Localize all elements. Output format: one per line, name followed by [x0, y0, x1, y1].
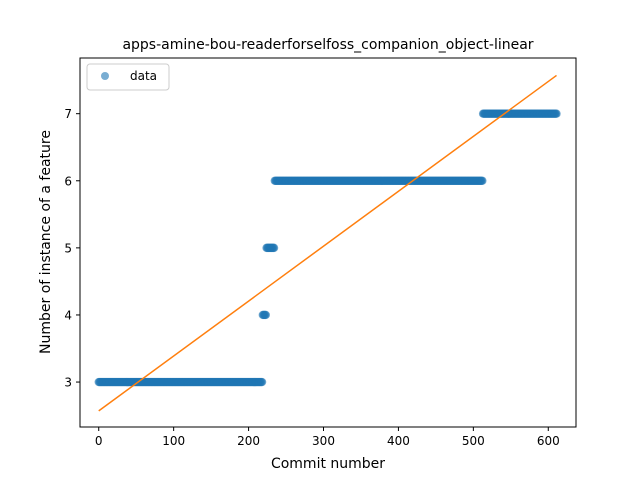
x-axis: 0 100 200 300 400 500 600 — [95, 427, 560, 448]
legend-marker — [101, 72, 109, 80]
x-tick-label: 0 — [95, 434, 103, 448]
y-tick-label: 3 — [64, 376, 72, 390]
y-axis: 3 4 5 6 7 — [64, 107, 80, 390]
x-tick-label: 500 — [462, 434, 485, 448]
chart-title: apps-amine-bou-readerforselfoss_companio… — [122, 37, 533, 53]
y-axis-title: Number of instance of a feature — [38, 130, 54, 354]
y-tick-label: 5 — [64, 241, 72, 255]
y-tick-label: 6 — [64, 174, 72, 188]
x-tick-label: 100 — [162, 434, 185, 448]
data-point — [261, 310, 271, 320]
x-tick-label: 300 — [312, 434, 335, 448]
plot-area-frame — [79, 57, 577, 428]
x-axis-title: Commit number — [271, 456, 385, 472]
data-point — [478, 176, 487, 185]
fit-line — [98, 74, 557, 412]
fit-line-layer — [98, 74, 557, 412]
data-point — [257, 377, 267, 387]
x-tick-label: 600 — [537, 434, 560, 448]
data-point — [552, 109, 561, 118]
x-tick-label: 200 — [237, 434, 260, 448]
y-tick-label: 4 — [64, 308, 72, 322]
y-tick-label: 7 — [64, 107, 72, 121]
data-points — [94, 109, 561, 387]
legend[interactable]: data — [86, 63, 170, 91]
legend-box — [86, 63, 170, 91]
x-tick-label: 400 — [387, 434, 410, 448]
legend-label: data — [130, 69, 157, 83]
data-point — [269, 243, 279, 253]
